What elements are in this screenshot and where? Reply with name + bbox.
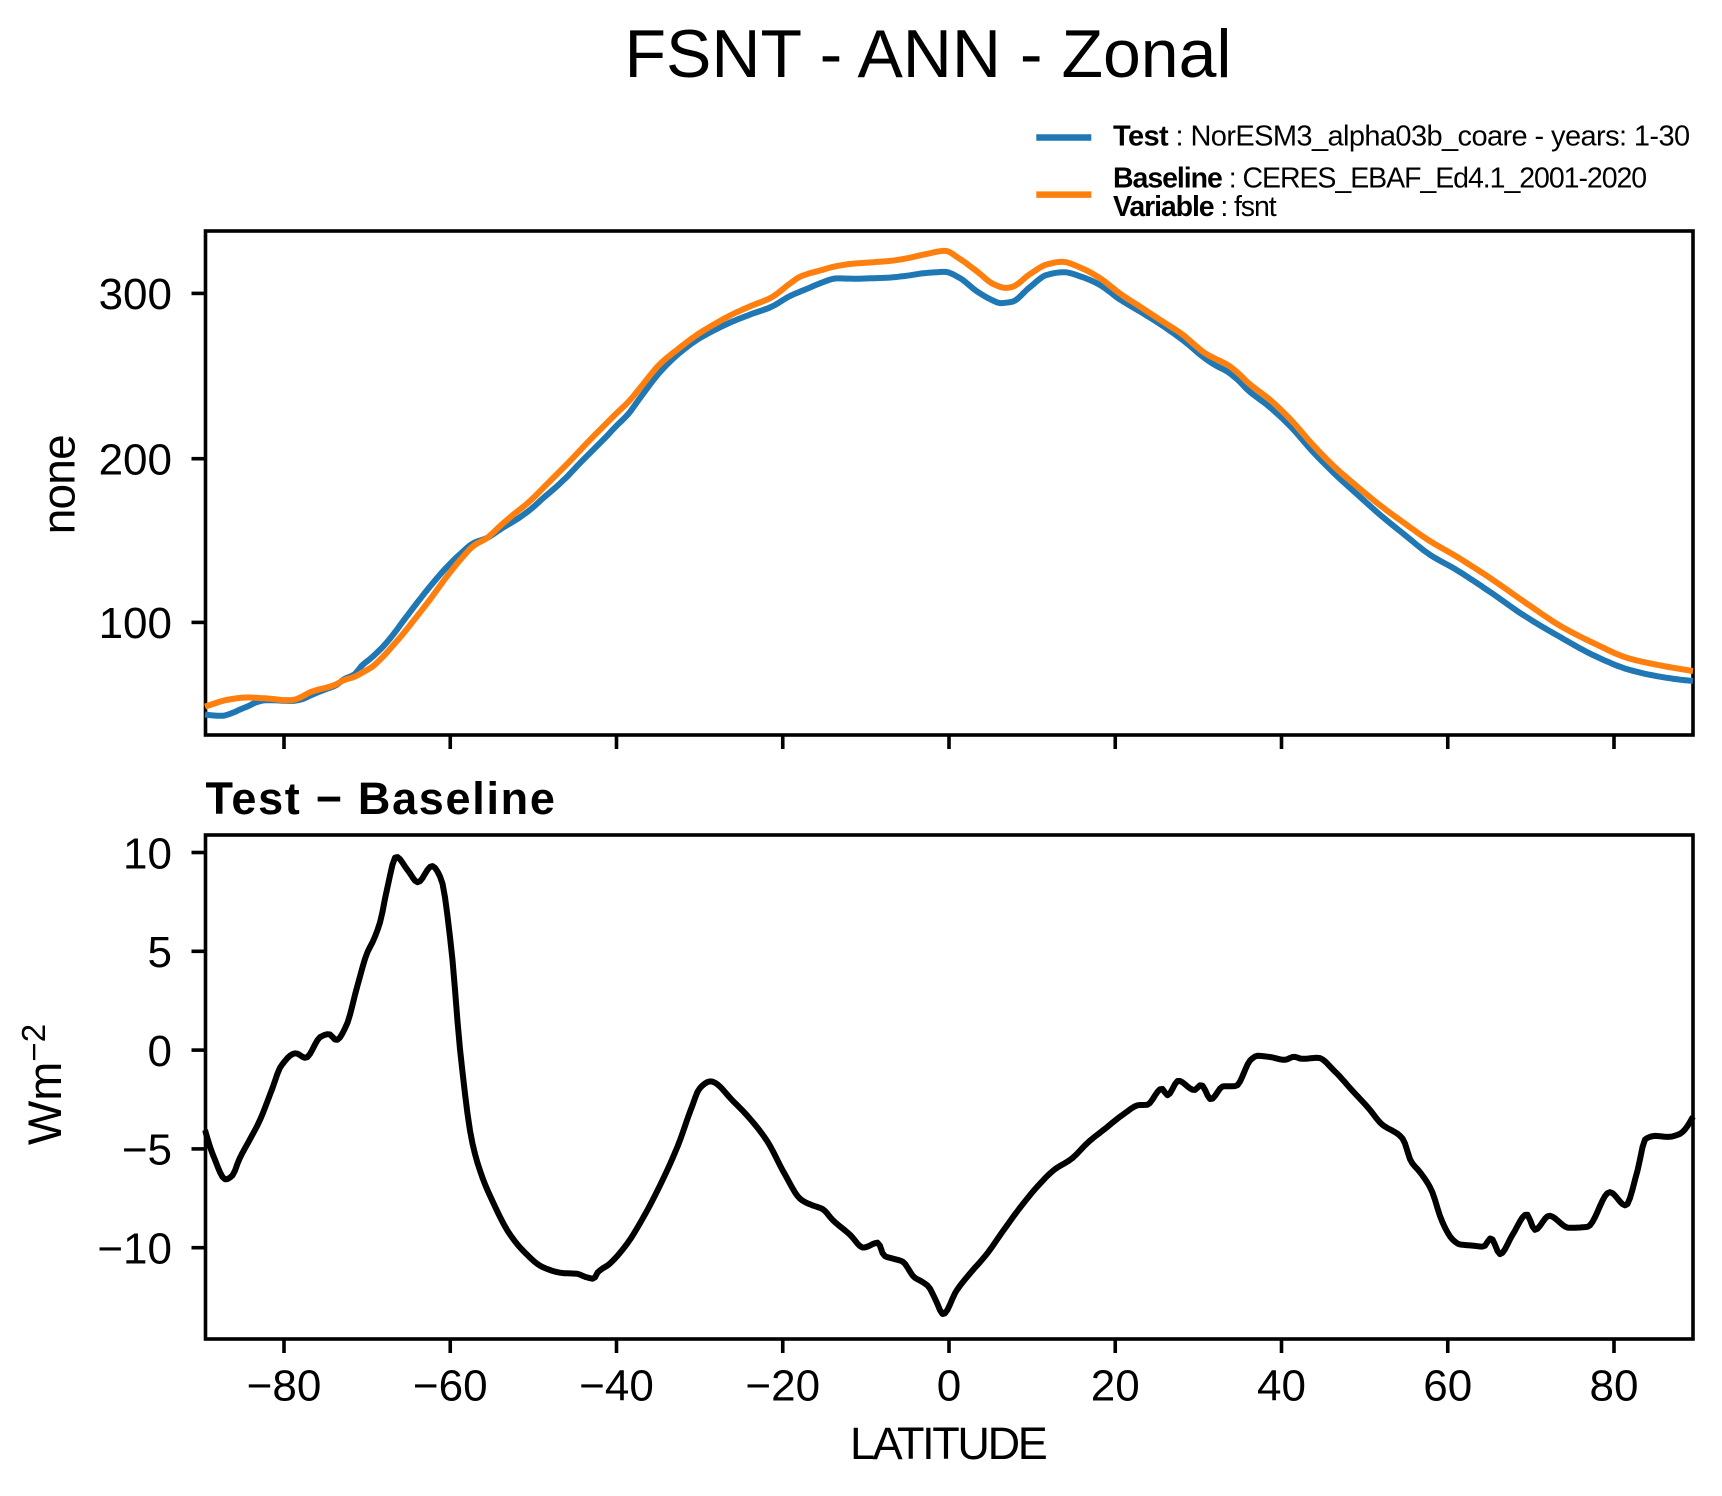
- svg-text:none: none: [33, 435, 85, 534]
- svg-text:20: 20: [1091, 1362, 1140, 1411]
- svg-text:Baseline : CERES_EBAF_Ed4.1_20: Baseline : CERES_EBAF_Ed4.1_2001-2020: [1113, 163, 1646, 195]
- svg-text:−80: −80: [247, 1362, 322, 1411]
- svg-text:Test − Baseline: Test − Baseline: [206, 773, 557, 824]
- svg-text:40: 40: [1257, 1362, 1306, 1411]
- svg-text:Test : NorESM3_alpha03b_coare: Test : NorESM3_alpha03b_coare - years: 1…: [1113, 121, 1690, 153]
- svg-text:LATITUDE: LATITUDE: [850, 1418, 1047, 1469]
- svg-text:200: 200: [99, 436, 172, 485]
- svg-text:0: 0: [937, 1362, 961, 1411]
- svg-text:−20: −20: [745, 1362, 820, 1411]
- svg-text:0: 0: [148, 1027, 172, 1076]
- svg-text:−5: −5: [122, 1126, 172, 1175]
- svg-text:Variable : fsnt: Variable : fsnt: [1113, 191, 1277, 223]
- svg-text:−60: −60: [413, 1362, 488, 1411]
- svg-text:60: 60: [1423, 1362, 1472, 1411]
- svg-text:−10: −10: [97, 1225, 172, 1274]
- svg-text:−40: −40: [579, 1362, 654, 1411]
- svg-text:100: 100: [99, 599, 172, 648]
- svg-text:10: 10: [123, 829, 172, 878]
- svg-text:FSNT - ANN - Zonal: FSNT - ANN - Zonal: [624, 16, 1231, 92]
- svg-text:5: 5: [148, 928, 172, 977]
- svg-text:80: 80: [1590, 1362, 1639, 1411]
- svg-text:300: 300: [99, 270, 172, 319]
